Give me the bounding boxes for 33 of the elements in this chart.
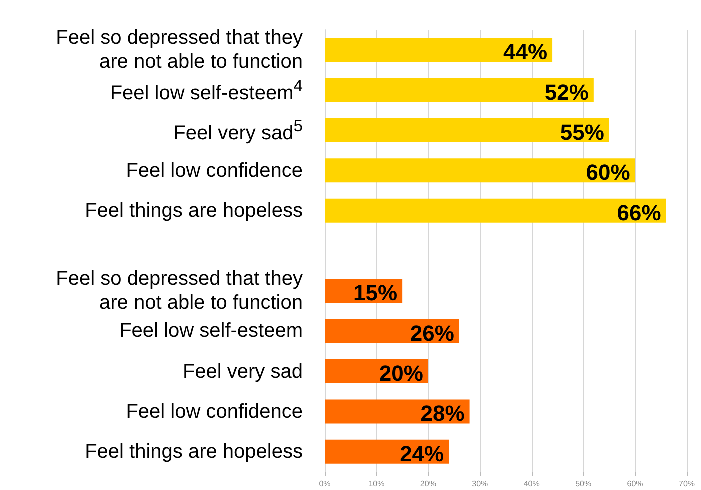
y-tick-label: Feel so depressed that they are not able to function — [55, 26, 303, 74]
y-tick-label: Feel very sad$^{5}$ — [172, 116, 303, 146]
y-tick-label: Feel very sad — [182, 360, 303, 384]
data-label: 52% — [544, 80, 589, 105]
y-tick-label: Feel low self-esteem — [118, 319, 303, 344]
data-label: 15% — [354, 280, 398, 306]
x-tick-label: 50% — [576, 480, 592, 488]
x-tick-label: 30% — [472, 480, 488, 488]
bar — [325, 38, 553, 62]
y-tick-label: Feel things are hopeless — [84, 198, 303, 223]
bar — [325, 78, 594, 102]
bar — [325, 118, 610, 142]
x-tick-label: 70% — [678, 480, 696, 488]
data-label: 60% — [586, 160, 630, 186]
y-tick-label: Feel so depressed that they are not able to function — [55, 267, 303, 316]
data-label: 55% — [560, 120, 604, 145]
data-label: 66% — [617, 200, 662, 226]
y-tick-label: Feel low self-esteem$^{4}$ — [109, 76, 303, 106]
data-label: 24% — [400, 441, 444, 466]
data-label: 44% — [503, 40, 548, 65]
y-tick-label: Feel things are hopeless — [84, 440, 303, 464]
x-tick-label: 0% — [319, 480, 331, 488]
bar — [325, 198, 666, 223]
y-tick-label: Feel low confidence — [125, 158, 303, 183]
y-tick-label: Feel low confidence — [125, 400, 303, 424]
x-tick-label: 40% — [524, 480, 540, 488]
x-tick-label: 10% — [368, 480, 385, 488]
x-tick-label: 60% — [627, 480, 644, 488]
x-tick-label: 20% — [420, 480, 436, 488]
data-label: 20% — [379, 361, 424, 386]
data-label: 28% — [420, 401, 465, 426]
bar — [325, 158, 636, 183]
data-label: 26% — [410, 320, 454, 346]
